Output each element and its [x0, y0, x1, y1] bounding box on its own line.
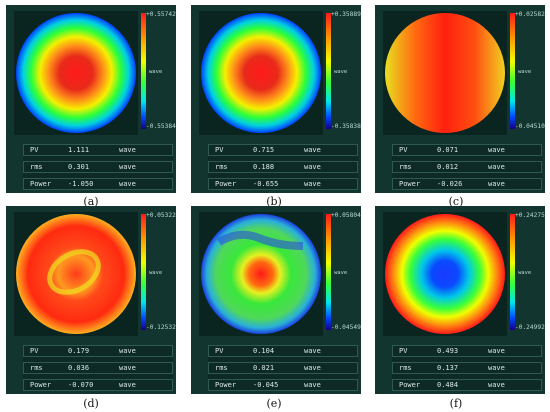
stats-row: PV 0.104 wave [208, 345, 358, 357]
scale-min: -0.04510 [515, 123, 545, 130]
wavefront-map [383, 212, 507, 336]
scale-min: -0.55384 [146, 123, 176, 130]
scale-max: +0.55742 [146, 11, 176, 18]
stats-row: Power -0.070 wave [23, 379, 173, 391]
stats-table: PV 0.715 wave rms 0.188 wave Power -0.655 wave [208, 144, 358, 190]
scale-max: +0.05804 [331, 212, 361, 219]
stats-table: PV 0.104 wave rms 0.021 wave Power -0.045 wave [208, 345, 358, 391]
caption-b: (b) [266, 195, 282, 208]
stats-row: Power -0.045 wave [208, 379, 358, 391]
color-scale-bar [141, 214, 146, 330]
wavefront-map [383, 11, 507, 135]
caption-d: (d) [83, 397, 99, 410]
stats-row: PV 0.493 wave [392, 345, 542, 357]
stats-row: PV 0.715 wave [208, 144, 358, 156]
scale-max: +0.35889 [331, 11, 361, 18]
stats-row: rms 0.036 wave [23, 362, 173, 374]
scale-max: +0.05322 [146, 212, 176, 219]
scale-unit: wave [334, 69, 348, 75]
wavefront-map [199, 11, 323, 135]
panel-a: +0.55742 wave -0.55384 PV 1.111 wave rms 0.… [6, 5, 176, 193]
scale-unit: wave [149, 270, 163, 276]
scale-max: +0.02582 [515, 11, 545, 18]
wavefront-map [14, 212, 138, 336]
panel-c: +0.02582 wave -0.04510 PV 0.071 wave rms 0.… [375, 5, 545, 193]
color-scale-bar [326, 214, 331, 330]
stats-row: Power -0.655 wave [208, 178, 358, 190]
scale-unit: wave [518, 270, 532, 276]
scale-unit: wave [518, 69, 532, 75]
scale-min: -0.35838 [331, 123, 361, 130]
panel-e: +0.05804 wave -0.04549 PV 0.104 wave rms 0.… [191, 206, 361, 394]
stats-row: PV 0.179 wave [23, 345, 173, 357]
scale-min: -0.24992 [515, 324, 545, 331]
panel-f: +0.24275 wave -0.24992 PV 0.493 wave rms 0.… [375, 206, 545, 394]
stats-table: PV 0.179 wave rms 0.036 wave Power -0.070 wave [23, 345, 173, 391]
scale-max: +0.24275 [515, 212, 545, 219]
stats-row: rms 0.021 wave [208, 362, 358, 374]
scale-unit: wave [149, 69, 163, 75]
stats-row: PV 0.071 wave [392, 144, 542, 156]
stats-row: Power 0.484 wave [392, 379, 542, 391]
panel-d: +0.05322 wave -0.12532 PV 0.179 wave rms 0.… [6, 206, 176, 394]
caption-a: (a) [83, 195, 99, 208]
stats-table: PV 0.493 wave rms 0.137 wave Power 0.484 wave [392, 345, 542, 391]
stats-row: Power -0.026 wave [392, 178, 542, 190]
scale-min: -0.04549 [331, 324, 361, 331]
color-scale-bar [141, 13, 146, 129]
wavefront-map [14, 11, 138, 135]
caption-e: (e) [266, 397, 282, 410]
stats-row: PV 1.111 wave [23, 144, 173, 156]
color-scale-bar [510, 214, 515, 330]
color-scale-bar [326, 13, 331, 129]
stats-table: PV 0.071 wave rms 0.012 wave Power -0.026 wave [392, 144, 542, 190]
scale-unit: wave [334, 270, 348, 276]
stats-row: rms 0.188 wave [208, 161, 358, 173]
caption-f: (f) [449, 397, 463, 410]
stats-row: rms 0.012 wave [392, 161, 542, 173]
stats-table: PV 1.111 wave rms 0.301 wave Power -1.050 wave [23, 144, 173, 190]
stats-row: rms 0.301 wave [23, 161, 173, 173]
scale-min: -0.12532 [146, 324, 176, 331]
panel-b: +0.35889 wave -0.35838 PV 0.715 wave rms 0.… [191, 5, 361, 193]
stats-row: Power -1.050 wave [23, 178, 173, 190]
caption-c: (c) [448, 195, 464, 208]
stats-row: rms 0.137 wave [392, 362, 542, 374]
color-scale-bar [510, 13, 515, 129]
wavefront-map [199, 212, 323, 336]
